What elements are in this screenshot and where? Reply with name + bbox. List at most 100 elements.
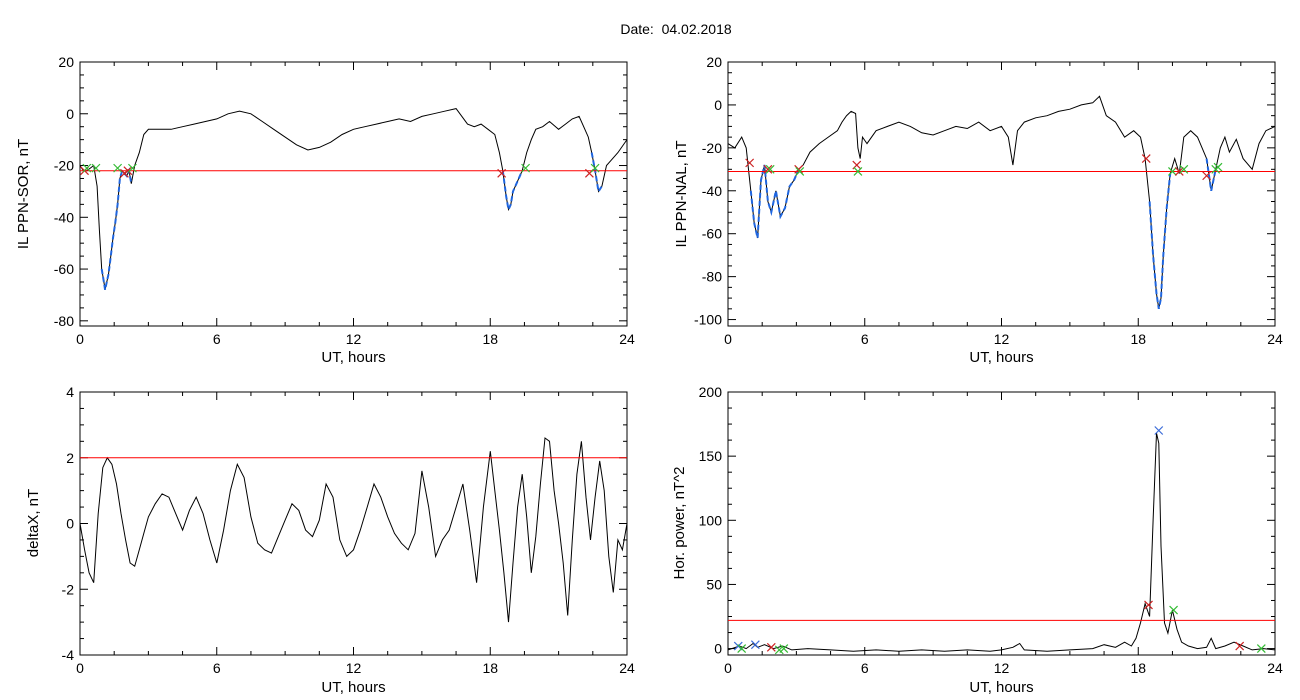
event-marker-stroke (497, 168, 507, 178)
y-axis-label: deltaX, nT (25, 489, 42, 557)
y-tick-label: -40 (54, 209, 74, 225)
y-tick-label: -80 (702, 269, 722, 285)
x-tick-label: 12 (994, 331, 1010, 347)
event-marker-stroke (1169, 605, 1179, 615)
x-tick-label: 24 (619, 660, 635, 676)
event-marker-stroke (745, 158, 755, 168)
event-marker-stroke (1168, 167, 1177, 176)
x-tick-label: 6 (213, 331, 221, 347)
x-tick-label: 24 (619, 331, 635, 347)
y-tick-label: -20 (54, 158, 74, 174)
x-axis-label: UT, hours (321, 679, 385, 696)
event-marker (745, 158, 755, 168)
x-tick-label: 12 (346, 660, 362, 676)
x-tick-label: 0 (76, 331, 84, 347)
y-tick-label: -60 (702, 226, 722, 242)
y-tick-label: -20 (702, 140, 722, 156)
x-tick-label: 0 (76, 660, 84, 676)
event-marker-stroke (1256, 644, 1266, 654)
y-tick-label: -80 (54, 313, 74, 329)
y-tick-label: 2 (66, 450, 74, 466)
highlight-segment (100, 167, 133, 291)
y-tick-label: 20 (58, 54, 74, 70)
y-tick-label: 0 (66, 516, 74, 532)
event-marker-stroke (750, 640, 760, 650)
y-tick-label: -60 (54, 261, 74, 277)
event-marker (1179, 164, 1189, 174)
event-marker (113, 163, 123, 173)
highlight-segment (749, 164, 800, 239)
highlight-segment (501, 170, 524, 213)
y-tick-label: -100 (694, 312, 722, 328)
panel-ppn-sor: 0 6 12 18 24 -80 -60 -40 -20 0 20 UT, hours IL PPN… (15, 54, 635, 366)
event-marker (795, 167, 805, 176)
x-tick-label: 24 (1267, 660, 1283, 676)
event-marker-stroke (1141, 154, 1151, 164)
event-marker (763, 164, 773, 174)
event-marker (1168, 167, 1177, 176)
x-tick-label: 18 (1130, 331, 1146, 347)
y-axis-label: IL PPN-SOR, nT (15, 139, 32, 249)
event-marker-stroke (123, 166, 133, 176)
x-tick-label: 18 (1130, 660, 1146, 676)
y-tick-label: 100 (699, 512, 723, 528)
y-axis-label: IL PPN-NAL, nT (673, 141, 690, 248)
x-tick-label: 24 (1267, 331, 1283, 347)
event-marker (1256, 644, 1266, 654)
panel-hor-power: 0 6 12 18 24 0 50 100 150 200 UT, hours Hor. powe… (671, 384, 1283, 696)
series-line (79, 437, 628, 623)
highlight-segment (590, 152, 603, 195)
event-marker (779, 644, 789, 654)
event-marker (123, 166, 133, 176)
event-marker-stroke (733, 641, 743, 651)
event-marker (82, 163, 92, 173)
event-marker (91, 163, 101, 173)
y-tick-label: 50 (706, 576, 722, 592)
x-tick-label: 6 (213, 660, 221, 676)
event-marker (794, 164, 804, 174)
event-marker-stroke (113, 163, 123, 173)
event-marker (750, 640, 760, 650)
y-tick-label: -2 (62, 581, 75, 597)
panel-ppn-nal: 0 6 12 18 24 -100 -80 -60 -40 -20 0 20 UT, hours IL… (673, 54, 1283, 366)
event-marker-stroke (1235, 641, 1245, 651)
event-marker-stroke (521, 163, 531, 173)
event-marker-stroke (763, 164, 773, 174)
series-line (727, 432, 1276, 652)
event-marker-stroke (795, 167, 805, 176)
y-tick-label: -40 (702, 183, 722, 199)
event-marker (521, 163, 531, 173)
event-marker-stroke (1174, 167, 1184, 176)
event-marker-stroke (853, 167, 863, 176)
event-marker (853, 167, 863, 176)
event-marker-stroke (1179, 164, 1189, 174)
event-marker-stroke (766, 642, 776, 652)
highlight-segment (1205, 158, 1217, 192)
event-marker-stroke (127, 163, 137, 173)
x-tick-label: 0 (724, 331, 732, 347)
event-marker (1202, 171, 1212, 181)
page-title: Date: 04.02.2018 (620, 21, 732, 37)
y-tick-label: 20 (706, 54, 722, 70)
event-marker (590, 163, 600, 173)
x-axis-label: UT, hours (969, 679, 1033, 696)
plot-frame (79, 61, 628, 327)
event-marker (1154, 426, 1164, 435)
event-marker (1174, 167, 1184, 176)
x-axis-label: UT, hours (321, 349, 385, 366)
event-marker (1141, 154, 1151, 164)
series-line (79, 108, 628, 290)
x-tick-label: 12 (994, 660, 1010, 676)
event-marker (1235, 641, 1245, 651)
y-tick-label: 0 (714, 97, 722, 113)
x-tick-label: 6 (861, 331, 869, 347)
event-marker-stroke (765, 164, 775, 174)
event-marker-stroke (590, 163, 600, 173)
y-tick-label: 150 (699, 448, 723, 464)
plot-frame (727, 391, 1276, 656)
x-tick-label: 6 (861, 660, 869, 676)
event-marker-stroke (91, 163, 101, 173)
series-line (727, 95, 1276, 309)
